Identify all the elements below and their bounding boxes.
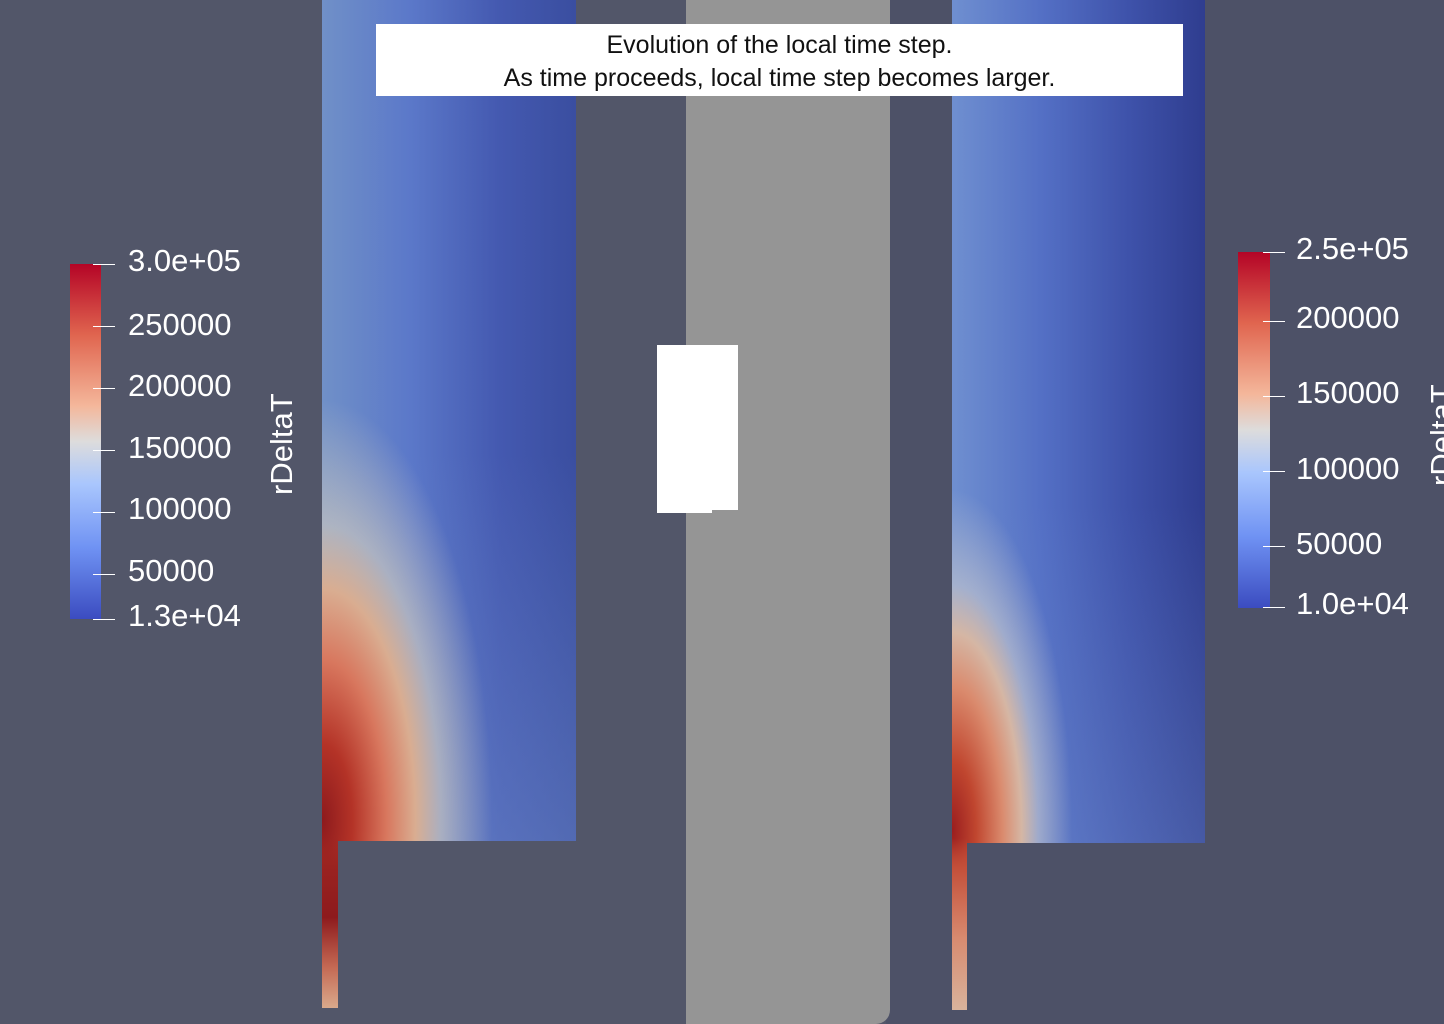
legend-tick (1263, 396, 1285, 397)
center-blank-widget-edge (712, 345, 738, 510)
legend-tick (93, 619, 115, 620)
legend-tick (93, 574, 115, 575)
legend-label: 100000 (1296, 451, 1400, 486)
legend-tick (1263, 252, 1285, 253)
legend-label: 1.3e+04 (128, 598, 241, 633)
legend-tick (93, 512, 115, 513)
field-hotspot (952, 0, 1205, 1010)
field-inlet-channel (952, 0, 967, 1010)
legend-tick (93, 450, 115, 451)
legend-label: 2.5e+05 (1296, 231, 1409, 266)
center-separator-pane[interactable] (686, 0, 890, 1024)
annotation-line-2: As time proceeds, local time step become… (503, 64, 1056, 92)
legend-label: 3.0e+05 (128, 243, 241, 278)
legend-label: 1.0e+04 (1296, 586, 1409, 621)
legend-title: rDeltaT (1424, 384, 1444, 486)
field-hotspot (322, 0, 576, 1008)
center-blank-widget (657, 345, 712, 513)
legend-tick (93, 388, 115, 389)
legend-label: 150000 (128, 430, 232, 465)
legend-tick (1263, 546, 1285, 547)
legend-label: 50000 (128, 553, 215, 588)
right-field-render[interactable] (952, 0, 1205, 1010)
legend-label: 200000 (128, 368, 232, 403)
right-color-legend-bar[interactable] (1238, 252, 1270, 608)
left-color-legend-bar[interactable] (70, 264, 101, 619)
legend-title: rDeltaT (264, 393, 299, 495)
legend-label: 150000 (1296, 375, 1400, 410)
legend-label: 50000 (1296, 526, 1383, 561)
legend-tick (1263, 607, 1285, 608)
field-inlet-channel (322, 0, 338, 1008)
legend-tick (1263, 321, 1285, 322)
legend-label: 250000 (128, 307, 232, 342)
left-field-render[interactable] (322, 0, 576, 1008)
legend-label: 100000 (128, 491, 232, 526)
legend-tick (93, 264, 115, 265)
annotation-text-box: Evolution of the local time step. As tim… (376, 24, 1183, 96)
legend-tick (93, 326, 115, 327)
annotation-line-1: Evolution of the local time step. (606, 31, 953, 59)
legend-tick (1263, 471, 1285, 472)
legend-label: 200000 (1296, 300, 1400, 335)
